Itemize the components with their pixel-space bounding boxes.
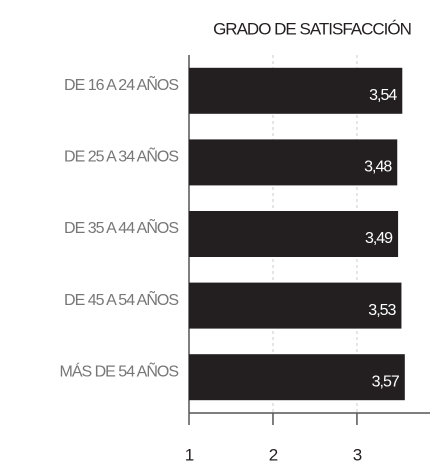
value-label: 3,53 <box>368 302 396 319</box>
bar <box>189 139 398 186</box>
value-label: 3,57 <box>372 373 400 390</box>
bar <box>189 282 402 329</box>
value-label: 3,54 <box>369 87 397 104</box>
bar <box>189 354 405 401</box>
x-tick-label: 1 <box>185 445 194 464</box>
y-tick-label: DE 45 A 54 AÑOS <box>64 289 178 309</box>
bar <box>189 211 399 257</box>
y-tick-label: DE 16 A 24 AÑOS <box>64 74 178 94</box>
value-label: 3,49 <box>365 230 393 247</box>
y-tick-label: MÁS DE 54 AÑOS <box>60 360 179 380</box>
x-tick-label: 3 <box>353 445 362 464</box>
y-tick-label: DE 35 A 44 AÑOS <box>64 217 178 237</box>
x-tick-label: 2 <box>269 445 278 464</box>
value-label: 3,48 <box>364 159 392 176</box>
chart-title: GRADO DE SATISFACCIÓN <box>213 19 411 38</box>
y-tick-label: DE 25 A 34 AÑOS <box>64 146 178 166</box>
bar <box>189 67 403 114</box>
